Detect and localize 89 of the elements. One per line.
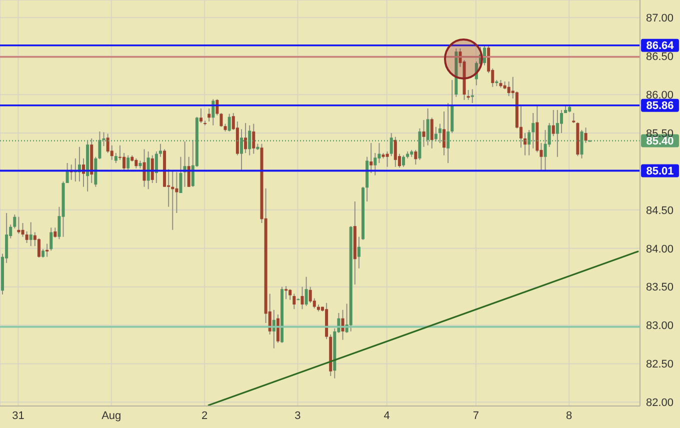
- candlestick: [114, 152, 118, 164]
- candlestick: [560, 109, 563, 134]
- candlestick: [292, 293, 296, 310]
- candlestick: [434, 126, 438, 142]
- candlestick: [426, 108, 430, 146]
- candlestick: [507, 81, 510, 97]
- candlestick: [179, 156, 182, 194]
- candlestick: [98, 130, 102, 160]
- ref-line-label: 85.01: [646, 166, 674, 178]
- candlestick: [422, 119, 426, 148]
- candlestick: [212, 98, 215, 126]
- candlestick: [106, 133, 110, 154]
- y-tick-label: 87.00: [646, 12, 674, 25]
- candlestick: [154, 150, 158, 184]
- candlestick: [240, 128, 243, 170]
- candlestick: [187, 156, 190, 188]
- candlestick: [544, 129, 547, 170]
- candlestick: [248, 124, 252, 156]
- candlestick: [122, 152, 126, 170]
- candlestick: [158, 143, 162, 158]
- candlestick: [46, 243, 49, 258]
- candlestick: [252, 123, 256, 154]
- candlestick: [572, 112, 576, 124]
- candlestick: [584, 127, 588, 144]
- candlestick: [528, 129, 531, 156]
- ref-line-label: 85.86: [646, 100, 674, 112]
- candlestick: [175, 172, 178, 214]
- y-tick-label: 86.50: [646, 51, 674, 64]
- x-tick-label: 4: [384, 410, 390, 422]
- x-tick-label: 3: [294, 410, 301, 422]
- candlestick: [466, 89, 470, 100]
- candlestick: [300, 286, 304, 310]
- ref-line-label: 86.64: [646, 40, 675, 52]
- candlestick: [370, 142, 373, 174]
- candlestick: [126, 154, 130, 170]
- x-tick-label: 8: [566, 410, 572, 422]
- candlestick: [102, 132, 106, 147]
- candlestick: [308, 286, 312, 304]
- candlestick: [199, 108, 202, 124]
- y-tick-label: 86.00: [646, 89, 674, 102]
- candlestick: [142, 148, 146, 188]
- candlestick: [532, 112, 535, 149]
- candlestick: [414, 149, 418, 166]
- candlestick: [438, 123, 442, 144]
- candlestick: [216, 98, 219, 116]
- candlestick: [66, 162, 69, 184]
- candlestick: [228, 113, 231, 132]
- y-tick-label: 84.50: [646, 204, 674, 217]
- candlestick: [276, 314, 280, 344]
- candlestick: [244, 122, 248, 154]
- candlestick: [402, 154, 406, 168]
- candlestick: [446, 102, 450, 164]
- candlestick: [357, 236, 360, 269]
- ref-line-label: 85.40: [646, 136, 674, 148]
- candlestick: [284, 286, 288, 300]
- candlestick: [470, 88, 474, 104]
- candlestick: [288, 288, 292, 300]
- y-tick-label: 83.50: [646, 282, 674, 294]
- candlestick: [552, 109, 555, 137]
- candlestick: [430, 117, 434, 149]
- candlestick: [37, 238, 40, 258]
- candlestick: [13, 214, 16, 229]
- candlestick: [50, 227, 53, 252]
- candlestick: [390, 132, 393, 157]
- candlestick: [150, 154, 154, 184]
- candlestick: [386, 150, 389, 168]
- x-tick-label: Aug: [102, 410, 122, 422]
- candlestick: [556, 109, 559, 158]
- candlestick: [394, 136, 397, 168]
- y-tick-label: 84.00: [646, 243, 674, 256]
- candlestick: [25, 230, 28, 244]
- candlestick: [304, 276, 308, 307]
- candlestick: [220, 112, 223, 128]
- y-tick-label: 82.00: [646, 397, 674, 410]
- candlestick: [134, 158, 138, 169]
- candlestick: [54, 227, 57, 238]
- candlestick: [21, 222, 24, 238]
- candlestick: [208, 108, 211, 122]
- y-tick-label: 83.00: [646, 320, 674, 332]
- candlestick: [580, 129, 584, 159]
- candlestick: [442, 110, 446, 156]
- x-tick-label: 7: [472, 410, 480, 422]
- candlestick: [29, 222, 32, 247]
- x-tick-label: 2: [201, 410, 208, 422]
- candlestick: [146, 150, 150, 190]
- candlestick: [374, 152, 377, 176]
- y-tick-label: 82.50: [646, 358, 674, 371]
- candlestick: [378, 142, 381, 164]
- x-tick-label: 31: [12, 410, 24, 422]
